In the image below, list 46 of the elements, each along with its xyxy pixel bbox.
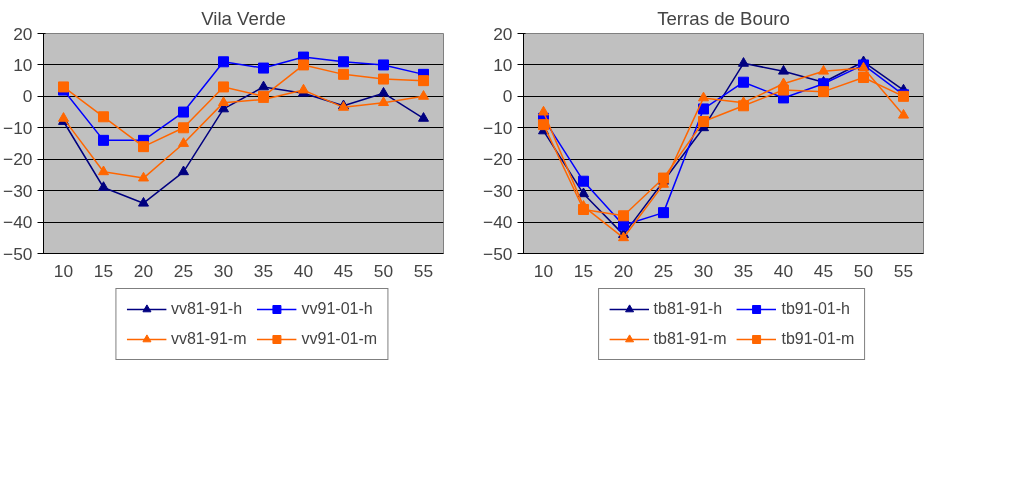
y-tick-label: −10: [3, 117, 33, 138]
legend-label: tb91-01-m: [781, 330, 855, 348]
chart-title: Vila Verde: [201, 7, 286, 29]
legend-label: vv81-91-m: [170, 330, 247, 348]
y-tick-label: −10: [483, 117, 513, 138]
legend-label: tb91-01-h: [781, 300, 850, 318]
legend-label: vv81-91-h: [170, 300, 243, 318]
y-tick-label: −20: [483, 149, 513, 170]
x-tick-label: 40: [293, 260, 314, 281]
legend-label: vv91-01-h: [301, 300, 373, 318]
y-tick-label: 0: [502, 86, 513, 107]
x-tick-label: 45: [813, 260, 834, 281]
x-tick-label: 30: [693, 260, 714, 281]
y-tick-label: −50: [483, 243, 513, 264]
y-tick-label: −30: [483, 180, 513, 201]
y-tick-label: 0: [22, 86, 33, 107]
x-tick-label: 20: [613, 260, 634, 281]
y-tick-label: 20: [13, 23, 33, 44]
x-tick-label: 15: [93, 260, 114, 281]
legend-label: vv91-01-m: [301, 330, 378, 348]
x-tick-label: 55: [413, 260, 434, 281]
x-tick-label: 35: [253, 260, 274, 281]
y-tick-label: −50: [3, 243, 33, 264]
legend-label: tb81-91-m: [653, 330, 727, 348]
x-tick-label: 10: [533, 260, 554, 281]
chart-title: Terras de Bouro: [657, 7, 790, 29]
x-tick-label: 35: [733, 260, 754, 281]
y-tick-label: −40: [483, 212, 513, 233]
y-tick-label: −30: [3, 180, 33, 201]
x-tick-label: 30: [213, 260, 234, 281]
x-tick-label: 50: [853, 260, 874, 281]
x-tick-label: 25: [653, 260, 674, 281]
y-tick-label: 10: [493, 54, 513, 75]
y-tick-label: 20: [493, 23, 513, 44]
x-tick-label: 10: [53, 260, 74, 281]
x-tick-label: 45: [333, 260, 354, 281]
legend-label: tb81-91-h: [653, 300, 723, 318]
y-tick-label: −40: [3, 212, 33, 233]
x-tick-label: 15: [573, 260, 594, 281]
x-tick-label: 25: [173, 260, 194, 281]
y-tick-label: −20: [3, 149, 33, 170]
x-tick-label: 40: [773, 260, 794, 281]
x-tick-label: 20: [133, 260, 154, 281]
y-tick-label: 10: [13, 54, 33, 75]
x-tick-label: 55: [893, 260, 914, 281]
x-tick-label: 50: [373, 260, 394, 281]
